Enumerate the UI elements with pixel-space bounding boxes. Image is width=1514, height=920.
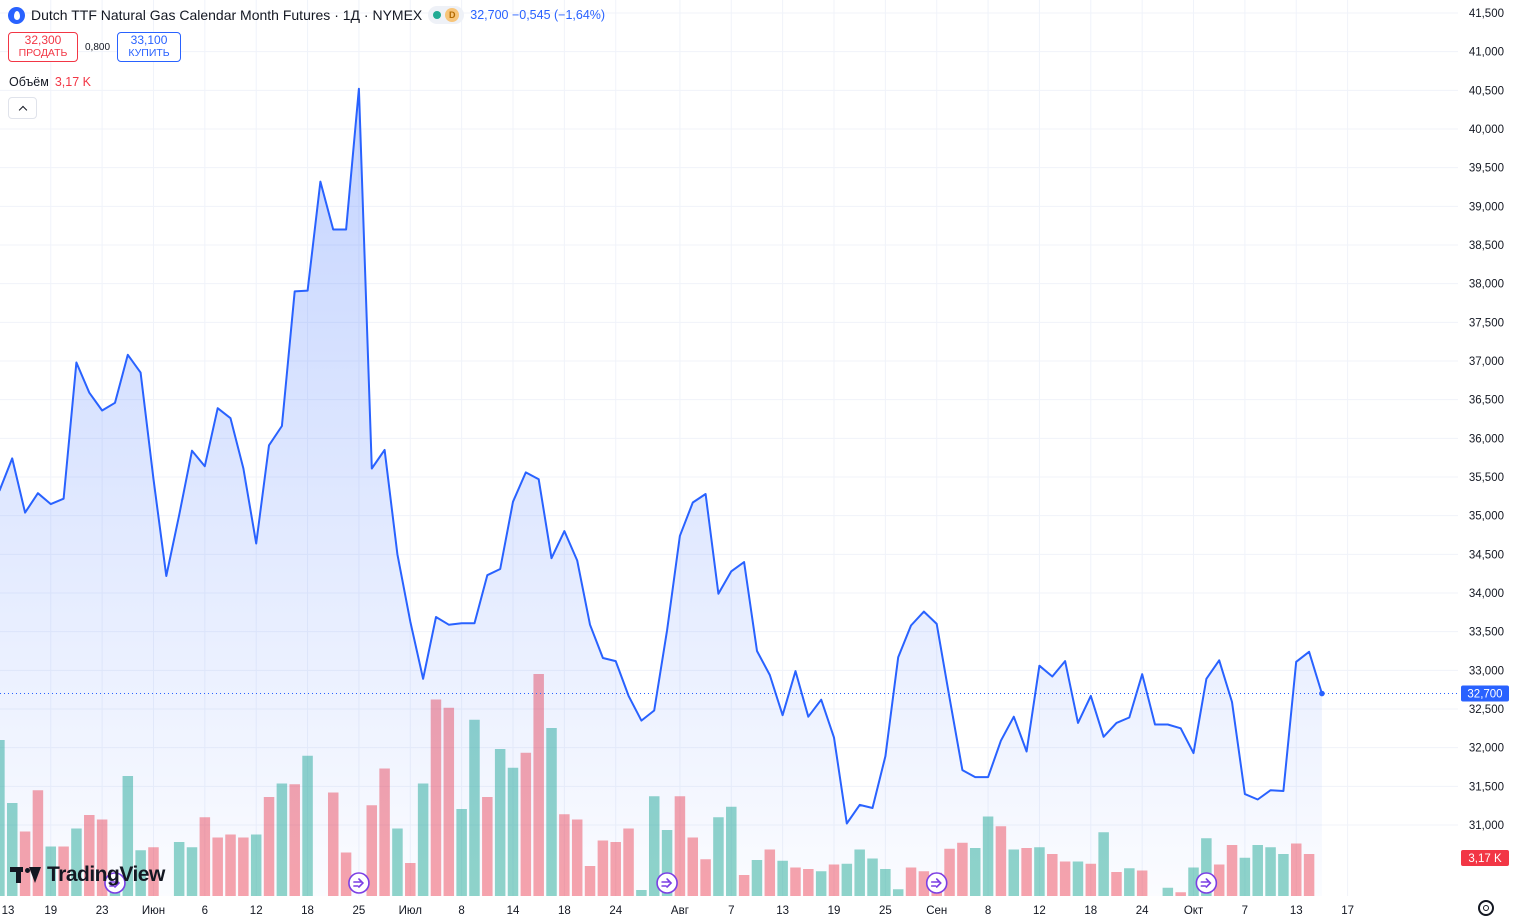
price-tick-label: 38,000 (1469, 279, 1504, 291)
market-open-icon (433, 11, 442, 19)
time-tick-label: 14 (507, 905, 520, 917)
price-area-fill (0, 88, 1322, 896)
time-tick-label: 25 (353, 905, 366, 917)
price-tick-label: 31,500 (1469, 781, 1504, 793)
buy-label: КУПИТЬ (128, 47, 170, 59)
collapse-legend-button[interactable] (8, 97, 37, 119)
market-status[interactable]: D (428, 6, 465, 24)
price-tick-label: 41,500 (1469, 8, 1504, 20)
time-tick-label: 13 (776, 905, 789, 917)
last-price-label-bg (1461, 685, 1509, 702)
time-tick-label: 17 (1341, 905, 1354, 917)
time-tick-label: 19 (828, 905, 841, 917)
time-tick-label: 18 (1084, 905, 1097, 917)
time-tick-label: 12 (1033, 905, 1046, 917)
time-tick-label: Окт (1184, 905, 1204, 917)
volume-value: 3,17 K (54, 75, 91, 89)
price-tick-label: 37,500 (1469, 317, 1504, 329)
time-tick-label: 6 (202, 905, 208, 917)
time-tick-label: Июн (142, 905, 165, 917)
volume-label: Объём (9, 75, 49, 89)
price-tick-label: 32,500 (1469, 704, 1504, 716)
event-markers (104, 872, 1218, 894)
time-tick-label: 24 (1136, 905, 1149, 917)
last-price-dot (1319, 690, 1325, 697)
time-tick-label: 18 (301, 905, 314, 917)
price-tick-label: 33,500 (1469, 627, 1504, 639)
time-tick-label: 7 (1242, 905, 1248, 917)
price-tick-label: 39,500 (1469, 163, 1504, 175)
time-tick-label: 25 (879, 905, 892, 917)
time-tick-label: 13 (2, 905, 15, 917)
event-marker-icon (348, 872, 370, 894)
price-tick-label: 38,500 (1469, 240, 1504, 252)
price-tick-label: 35,000 (1469, 511, 1504, 523)
price-tick-label: 32,000 (1469, 743, 1504, 755)
time-tick-label: 8 (985, 905, 991, 917)
price-tick-label: 33,000 (1469, 665, 1504, 677)
time-tick-label: 12 (250, 905, 263, 917)
price-tick-label: 39,000 (1469, 201, 1504, 213)
time-tick-label: 8 (458, 905, 464, 917)
time-tick-label: Авг (671, 905, 689, 917)
time-tick-label: 24 (609, 905, 622, 917)
time-tick-label: Сен (926, 905, 947, 917)
time-tick-label: 13 (1290, 905, 1303, 917)
buy-button[interactable]: 33,100 КУПИТЬ (117, 32, 182, 62)
delayed-badge: D (445, 8, 460, 22)
chart-header: Dutch TTF Natural Gas Calendar Month Fut… (8, 6, 605, 24)
tradingview-logo[interactable]: TradingView (10, 863, 165, 887)
sell-label: ПРОДАТЬ (18, 47, 68, 59)
price-tick-label: 41,000 (1469, 47, 1504, 59)
time-tick-label: 23 (96, 905, 109, 917)
event-marker-icon (925, 872, 948, 894)
time-tick-label: 19 (44, 905, 57, 917)
sell-price: 32,300 (24, 33, 62, 47)
settings-icon[interactable] (1478, 900, 1494, 916)
trade-panel: 32,300 ПРОДАТЬ 0,800 33,100 КУПИТЬ (8, 32, 182, 62)
price-tick-label: 36,500 (1469, 395, 1504, 407)
price-axis: 41,500 41,000 40,500 40,000 39,500 39,000 38,5… (1469, 8, 1504, 832)
symbol-title[interactable]: Dutch TTF Natural Gas Calendar Month Fut… (31, 7, 423, 23)
price-area (0, 87, 1458, 896)
event-marker-icon (1195, 872, 1218, 894)
price-tick-label: 40,500 (1469, 85, 1504, 97)
logo-text: TradingView (47, 863, 165, 886)
price-tick-label: 36,000 (1469, 433, 1504, 445)
flame-icon (8, 6, 25, 24)
volume-value-label: 3,17 K (1468, 853, 1502, 865)
time-tick-label: 18 (558, 905, 571, 917)
event-marker-icon (104, 872, 126, 894)
time-tick-label: 7 (728, 905, 734, 917)
price-tick-label: 37,000 (1469, 356, 1504, 368)
price-change: 32,700 −0,545 (−1,64%) (470, 8, 606, 22)
time-tick-label: Июл (399, 905, 422, 917)
price-tick-label: 31,000 (1469, 820, 1504, 832)
last-price-label: 32,700 (1467, 689, 1502, 701)
tradingview-logo-icon (10, 865, 42, 885)
axis-value-labels: 32,700 3,17 K (1461, 685, 1509, 866)
price-tick-label: 40,000 (1469, 124, 1504, 136)
chevron-up-icon (18, 105, 27, 114)
price-tick-label: 34,500 (1469, 549, 1504, 561)
time-axis: 13 19 23 Июн 6 12 18 25 Июл 8 14 18 24 Авг 7 13 19 25 Сен 8… (2, 905, 1354, 917)
spread-value: 0,800 (85, 41, 111, 53)
buy-price: 33,100 (130, 33, 168, 47)
sell-button[interactable]: 32,300 ПРОДАТЬ (8, 32, 78, 62)
event-marker-icon (656, 872, 678, 894)
volume-legend[interactable]: Объём 3,17 K (9, 75, 91, 89)
price-line (0, 87, 1323, 825)
volume-value-label-bg (1461, 850, 1509, 866)
price-tick-label: 34,000 (1469, 588, 1504, 600)
price-tick-label: 35,500 (1469, 472, 1504, 484)
